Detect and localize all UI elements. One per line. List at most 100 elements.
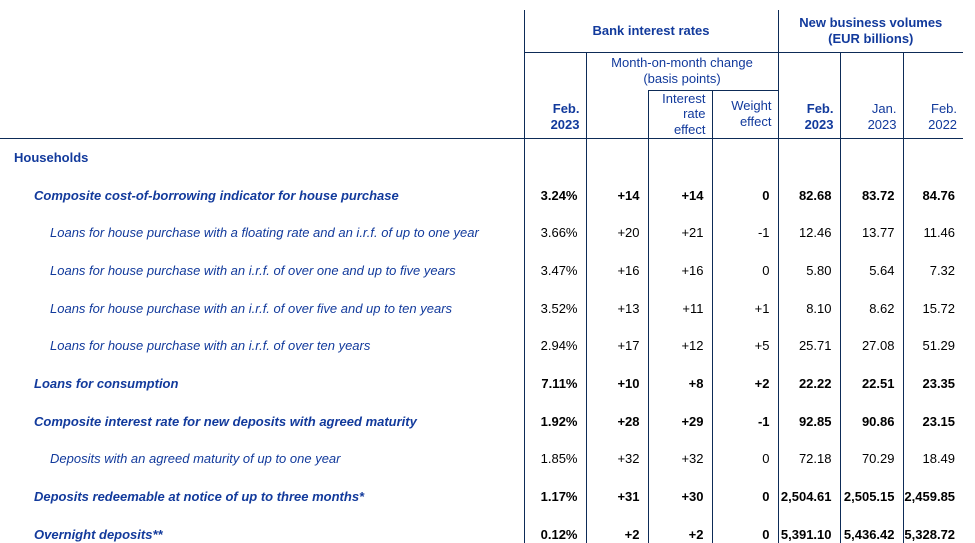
table-row: Overnight deposits** 0.12% +2 +2 0 5,391… (0, 515, 964, 543)
table-row: Households (0, 138, 964, 177)
cell-rate-feb-2023: 3.66% (523, 213, 586, 252)
cell-volume-feb-2023: 8.10 (777, 289, 840, 328)
row-label: Loans for house purchase with a floating… (50, 225, 479, 241)
cell-interest-rate-effect: +14 (647, 176, 712, 214)
cell-mom-change: +31 (585, 477, 648, 516)
column-header-volume-feb-2023: Feb. 2023 (777, 52, 840, 139)
cell-volume-feb-2022: 23.35 (902, 364, 964, 403)
cell-rate-feb-2023: 1.85% (523, 440, 586, 478)
cell-volume-feb-2022: 18.49 (902, 440, 964, 478)
cell-volume-feb-2022: 7.32 (902, 251, 964, 290)
cell-volume-jan-2023: 2,505.15 (839, 477, 903, 516)
cell-volume-feb-2022: 2,459.85 (902, 477, 964, 516)
cell-volume-jan-2023: 5.64 (839, 251, 903, 290)
cell-volume-feb-2023 (777, 138, 840, 177)
header-blank-cell (585, 90, 648, 139)
column-header-rate-feb-2023: Feb. 2023 (523, 52, 586, 139)
cell-weight-effect: -1 (711, 213, 778, 252)
cell-rate-feb-2023: 1.92% (523, 402, 586, 441)
cell-weight-effect: -1 (711, 402, 778, 441)
cell-rate-feb-2023: 3.47% (523, 251, 586, 290)
cell-interest-rate-effect: +12 (647, 327, 712, 365)
table-body: Households Composite cost-of-borrowing i… (0, 138, 964, 543)
cell-mom-change: +17 (585, 327, 648, 365)
cell-interest-rate-effect: +29 (647, 402, 712, 441)
column-header-interest-rate-effect: Interest rate effect (647, 89, 712, 139)
cell-volume-feb-2023: 5,391.10 (777, 515, 840, 543)
row-label: Households (0, 138, 524, 177)
group-header-new-business-volumes: New business volumes (EUR billions) (777, 10, 964, 53)
row-label: Loans for house purchase with an i.r.f. … (50, 262, 456, 278)
cell-interest-rate-effect: +11 (647, 289, 712, 328)
cell-interest-rate-effect: +21 (647, 213, 712, 252)
cell-volume-jan-2023: 5,436.42 (839, 515, 903, 543)
cell-interest-rate-effect: +8 (647, 364, 712, 403)
subgroup-header-mom-change: Month-on-month change (basis points) (585, 52, 778, 90)
cell-rate-feb-2023 (523, 138, 586, 177)
cell-weight-effect: 0 (711, 251, 778, 290)
cell-mom-change: +16 (585, 251, 648, 290)
cell-rate-feb-2023: 0.12% (523, 515, 586, 543)
cell-volume-feb-2022: 51.29 (902, 327, 964, 365)
cell-weight-effect: +5 (711, 327, 778, 365)
cell-mom-change: +20 (585, 213, 648, 252)
cell-volume-feb-2022 (902, 138, 964, 177)
table-row: Loans for house purchase with an i.r.f. … (0, 327, 964, 365)
cell-volume-feb-2023: 25.71 (777, 327, 840, 365)
column-header-volume-feb-2022: Feb. 2022 (902, 52, 964, 139)
cell-volume-feb-2023: 72.18 (777, 440, 840, 478)
cell-volume-jan-2023: 83.72 (839, 176, 903, 214)
column-header-volume-jan-2023: Jan. 2023 (839, 52, 903, 139)
cell-volume-jan-2023: 27.08 (839, 327, 903, 365)
cell-interest-rate-effect: +2 (647, 515, 712, 543)
cell-mom-change: +32 (585, 440, 648, 478)
cell-volume-jan-2023: 90.86 (839, 402, 903, 441)
header-subgroup-row: Feb. 2023 Month-on-month change (basis p… (0, 52, 964, 139)
table-row: Loans for house purchase with an i.r.f. … (0, 251, 964, 290)
cell-weight-effect: 0 (711, 515, 778, 543)
column-header-weight-effect: Weight effect (711, 89, 778, 139)
cell-mom-change: +28 (585, 402, 648, 441)
table-row: Deposits with an agreed maturity of up t… (0, 440, 964, 478)
cell-rate-feb-2023: 1.17% (523, 477, 586, 516)
table-row: Composite interest rate for new deposits… (0, 402, 964, 441)
cell-mom-change: +13 (585, 289, 648, 328)
cell-mom-change (585, 138, 648, 177)
row-label: Loans for house purchase with an i.r.f. … (50, 300, 453, 316)
cell-rate-feb-2023: 3.52% (523, 289, 586, 328)
cell-volume-feb-2022: 84.76 (902, 176, 964, 214)
cell-volume-jan-2023: 13.77 (839, 213, 903, 252)
row-label: Overnight deposits** (0, 515, 524, 543)
cell-volume-jan-2023: 8.62 (839, 289, 903, 328)
cell-volume-feb-2023: 12.46 (777, 213, 840, 252)
row-label: Deposits with an agreed maturity of up t… (50, 451, 341, 467)
header-effects-row: Interest rate effect Weight effect (0, 89, 963, 139)
cell-weight-effect: 0 (711, 477, 778, 516)
cell-volume-feb-2023: 2,504.61 (777, 477, 840, 516)
cell-volume-feb-2022: 5,328.72 (902, 515, 964, 543)
cell-rate-feb-2023: 3.24% (523, 176, 586, 214)
table-row: Deposits redeemable at notice of up to t… (0, 477, 964, 516)
row-label: Loans for consumption (34, 376, 179, 392)
table-row: Loans for house purchase with an i.r.f. … (0, 289, 964, 328)
header-spacer (0, 52, 524, 139)
cell-volume-feb-2023: 22.22 (777, 364, 840, 403)
cell-weight-effect: 0 (711, 176, 778, 214)
cell-interest-rate-effect: +16 (647, 251, 712, 290)
cell-weight-effect: 0 (711, 440, 778, 478)
cell-weight-effect: +1 (711, 289, 778, 328)
cell-rate-feb-2023: 7.11% (523, 364, 586, 403)
interest-rates-table: Bank interest rates New business volumes… (0, 10, 964, 543)
header-group-row: Bank interest rates New business volumes… (0, 10, 964, 53)
table-row: Composite cost-of-borrowing indicator fo… (0, 176, 964, 214)
cell-mom-change: +2 (585, 515, 648, 543)
cell-volume-feb-2023: 92.85 (777, 402, 840, 441)
cell-weight-effect: +2 (711, 364, 778, 403)
table-row: Loans for house purchase with a floating… (0, 213, 964, 252)
cell-volume-feb-2023: 5.80 (777, 251, 840, 290)
cell-interest-rate-effect: +30 (647, 477, 712, 516)
group-header-bank-interest-rates: Bank interest rates (523, 10, 778, 53)
row-label: Deposits redeemable at notice of up to t… (34, 489, 365, 505)
row-label: Composite cost-of-borrowing indicator fo… (34, 187, 399, 203)
